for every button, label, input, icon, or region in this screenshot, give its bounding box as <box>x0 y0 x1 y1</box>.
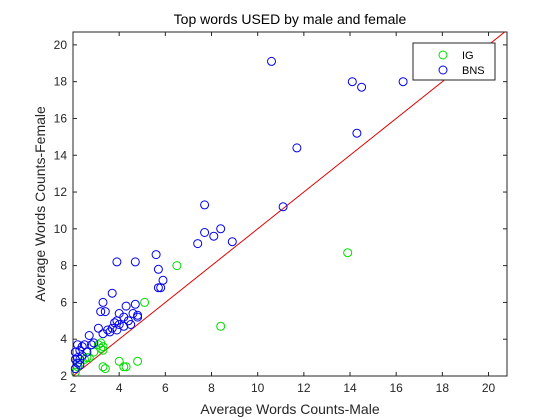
reference-line <box>72 31 506 377</box>
x-tick-label: 6 <box>162 381 169 395</box>
data-point-bns <box>96 307 106 317</box>
data-point-bns <box>70 347 80 357</box>
x-axis-label: Average Words Counts-Male <box>200 401 379 417</box>
y-tick-label: 2 <box>60 369 67 383</box>
data-point-bns <box>105 327 115 337</box>
data-point-bns <box>130 299 140 309</box>
data-point-bns <box>114 320 124 329</box>
legend-ig-label: IG <box>462 50 474 62</box>
data-point-bns <box>84 331 94 340</box>
data-point-ig <box>121 362 131 372</box>
y-axis-label: Average Words Counts-Female <box>32 106 48 302</box>
y-tick-label: 6 <box>60 295 67 309</box>
y-tick-label: 18 <box>54 75 68 89</box>
data-point-ig <box>119 362 129 372</box>
data-point-ig <box>84 353 94 363</box>
data-point-bns <box>112 257 122 267</box>
data-point-bns <box>89 338 99 348</box>
legend-bns-marker <box>438 65 448 75</box>
data-point-ig <box>140 297 150 307</box>
data-point-bns <box>87 340 96 350</box>
x-tick-label: 8 <box>208 381 215 395</box>
x-tick-label: 12 <box>297 381 311 395</box>
data-point-bns <box>216 224 226 234</box>
data-point-bns <box>112 325 122 335</box>
x-tick-label: 16 <box>390 381 404 395</box>
data-point-bns <box>151 250 161 260</box>
legend: IG BNS <box>412 42 496 81</box>
x-tick-label: 14 <box>343 381 357 395</box>
y-tick-label: 20 <box>54 38 68 52</box>
y-tick-label: 12 <box>54 185 68 199</box>
data-point-bns <box>107 288 117 298</box>
data-point-bns <box>75 360 85 370</box>
data-point-bns <box>292 143 302 153</box>
x-axis-ticks: 2 4 6 8 10 12 14 16 18 20 <box>70 32 496 395</box>
data-point-bns <box>130 257 140 267</box>
data-point-bns <box>98 329 108 339</box>
data-point-bns <box>357 82 367 92</box>
data-point-bns <box>98 297 108 307</box>
legend-box <box>412 42 496 81</box>
data-point-ig <box>82 353 92 363</box>
data-point-bns <box>347 77 357 87</box>
y-tick-label: 16 <box>54 111 68 125</box>
data-point-ig <box>100 364 110 374</box>
y-axis-ticks: 2 4 6 8 10 12 14 16 18 20 <box>54 38 507 383</box>
data-point-bns <box>126 320 136 329</box>
data-point-bns <box>278 202 288 212</box>
x-tick-label: 10 <box>251 381 265 395</box>
data-points-group <box>70 56 408 377</box>
data-point-ig <box>98 362 108 372</box>
legend-bns-label: BNS <box>462 65 485 77</box>
data-point-ig <box>133 356 143 366</box>
data-point-ig <box>114 356 124 366</box>
reference-line-group <box>72 31 506 377</box>
x-tick-label: 2 <box>70 381 77 395</box>
x-tick-label: 18 <box>436 381 450 395</box>
data-point-bns <box>156 283 166 293</box>
data-point-bns <box>133 310 143 320</box>
data-point-bns <box>193 239 203 249</box>
legend-ig-marker <box>438 50 448 60</box>
data-point-bns <box>82 347 92 357</box>
data-point-bns <box>398 77 408 87</box>
data-point-bns <box>153 264 163 274</box>
data-point-bns <box>75 354 85 364</box>
data-point-bns <box>227 237 237 247</box>
data-point-bns <box>121 301 131 311</box>
data-point-bns <box>209 231 219 241</box>
x-tick-label: 4 <box>116 381 123 395</box>
data-point-bns <box>200 228 210 237</box>
y-tick-label: 10 <box>54 222 68 236</box>
y-tick-label: 14 <box>54 148 68 162</box>
x-tick-label: 20 <box>482 381 496 395</box>
y-tick-label: 8 <box>60 259 67 273</box>
data-point-ig <box>216 321 226 331</box>
data-point-bns <box>119 321 129 331</box>
data-point-bns <box>100 307 110 317</box>
data-point-bns <box>93 323 103 333</box>
data-point-ig <box>172 261 182 271</box>
y-tick-label: 4 <box>60 332 67 346</box>
data-point-bns <box>200 200 210 210</box>
data-point-ig <box>96 338 106 348</box>
chart-title: Top words USED by male and female <box>174 11 407 27</box>
data-point-bns <box>267 56 276 66</box>
data-point-ig <box>96 343 106 353</box>
data-point-bns <box>153 283 163 293</box>
data-point-bns <box>352 128 362 138</box>
data-point-ig <box>343 248 353 258</box>
